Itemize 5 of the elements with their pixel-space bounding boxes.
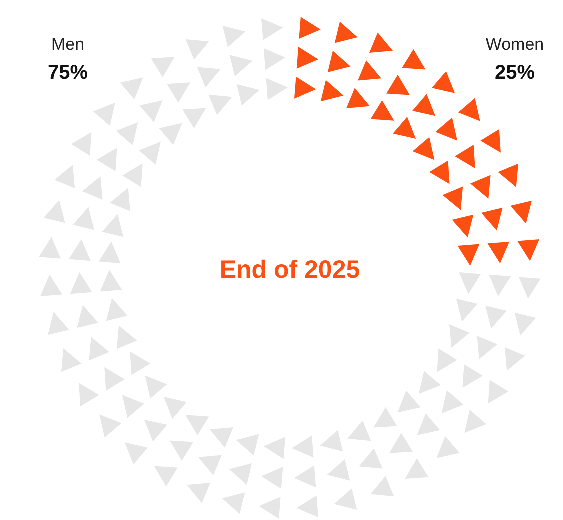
data-label: 75% — [48, 62, 88, 84]
text: End of 2025 — [220, 256, 360, 284]
slice-label: Men — [51, 35, 85, 54]
slice-label: Women — [486, 35, 544, 54]
data-label: 25% — [494, 62, 536, 84]
